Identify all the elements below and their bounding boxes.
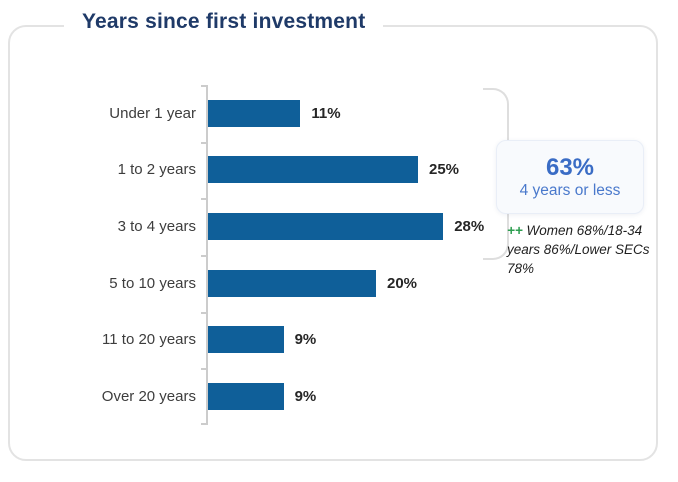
- category-label: 1 to 2 years: [117, 161, 196, 179]
- bar-track: 20%: [208, 269, 418, 297]
- bar: [208, 213, 444, 241]
- bar-track: 9%: [208, 383, 317, 411]
- axis-tick: [201, 311, 208, 314]
- value-label: 9%: [294, 331, 317, 349]
- chart-title: Years since first investment: [64, 10, 384, 34]
- value-label: 28%: [454, 218, 485, 236]
- bar-track: 28%: [208, 213, 485, 241]
- bar: [208, 156, 418, 184]
- bar-track: 25%: [208, 156, 460, 184]
- axis-tick: [201, 368, 208, 371]
- footnote-text: Women 68%/18-34 years 86%/Lower SECs 78%: [507, 223, 650, 276]
- bar-track: 11%: [208, 99, 341, 127]
- bar: [208, 99, 301, 127]
- category-label: 3 to 4 years: [117, 218, 196, 236]
- value-label: 11%: [311, 104, 341, 122]
- category-label: Over 20 years: [101, 388, 196, 406]
- callout-subline: 4 years or less: [519, 182, 621, 200]
- bar-row: Under 1 year 11%: [0, 85, 670, 142]
- bar-row: 5 to 10 years 20%: [0, 255, 670, 312]
- bar: [208, 326, 284, 354]
- value-label: 25%: [429, 161, 460, 179]
- chart-card: [8, 25, 658, 461]
- bar-row: 3 to 4 years 28%: [0, 198, 670, 255]
- value-label: 20%: [387, 274, 418, 292]
- value-label: 9%: [294, 388, 317, 406]
- bar: [208, 383, 284, 411]
- category-label: 5 to 10 years: [109, 274, 196, 292]
- axis-tick: [201, 423, 208, 425]
- footnote: ++ Women 68%/18-34 years 86%/Lower SECs …: [507, 222, 665, 279]
- bar-row: Over 20 years 9%: [0, 368, 670, 425]
- callout-headline: 63%: [545, 153, 595, 181]
- bar-track: 9%: [208, 326, 317, 354]
- category-label: Under 1 year: [109, 104, 196, 122]
- axis-tick: [201, 198, 208, 201]
- footnote-marker: ++: [507, 223, 523, 238]
- y-axis-line: [201, 85, 208, 425]
- bar-rows: Under 1 year 11% 1 to 2 years 25% 3 to 4 yea…: [0, 85, 670, 425]
- category-label: 11 to 20 years: [102, 331, 196, 349]
- axis-tick: [201, 85, 208, 87]
- bar: [208, 269, 376, 297]
- bar-row: 11 to 20 years 9%: [0, 312, 670, 369]
- callout-box: 63% 4 years or less: [496, 140, 644, 214]
- axis-tick: [201, 141, 208, 144]
- axis-tick: [201, 255, 208, 257]
- bar-row: 1 to 2 years 25%: [0, 142, 670, 199]
